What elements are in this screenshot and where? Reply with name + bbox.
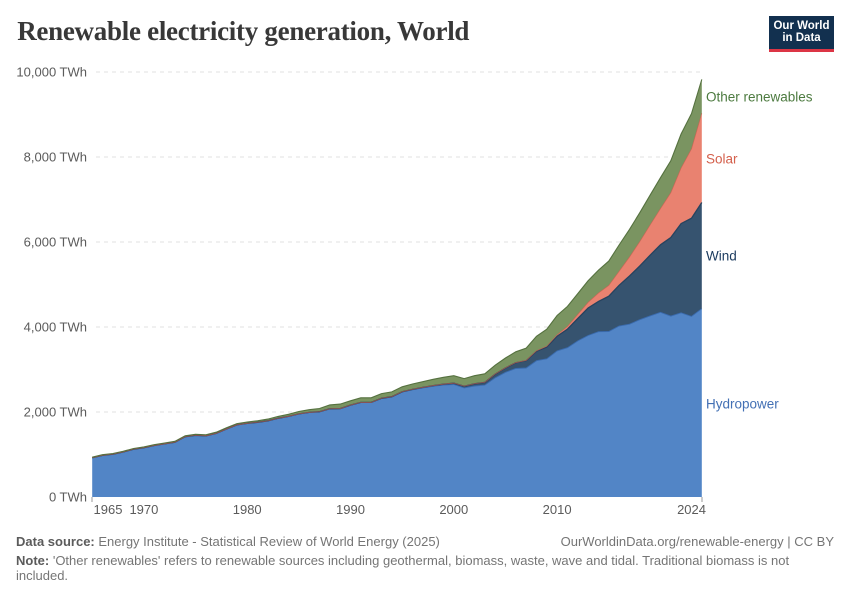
svg-text:10,000 TWh: 10,000 TWh [16, 65, 87, 80]
svg-text:6,000 TWh: 6,000 TWh [24, 235, 87, 250]
svg-text:Wind: Wind [706, 249, 737, 264]
svg-text:4,000 TWh: 4,000 TWh [24, 320, 87, 335]
svg-text:2024: 2024 [677, 502, 706, 517]
svg-text:1980: 1980 [233, 502, 262, 517]
svg-text:2,000 TWh: 2,000 TWh [24, 405, 87, 420]
svg-text:2010: 2010 [543, 502, 572, 517]
svg-text:Hydropower: Hydropower [706, 397, 779, 412]
svg-text:1990: 1990 [336, 502, 365, 517]
svg-text:Other renewables: Other renewables [706, 90, 813, 105]
svg-text:0 TWh: 0 TWh [49, 490, 87, 505]
svg-text:1970: 1970 [129, 502, 158, 517]
svg-text:8,000 TWh: 8,000 TWh [24, 150, 87, 165]
svg-text:1965: 1965 [94, 502, 123, 517]
svg-text:Solar: Solar [706, 152, 738, 167]
svg-text:2000: 2000 [439, 502, 468, 517]
